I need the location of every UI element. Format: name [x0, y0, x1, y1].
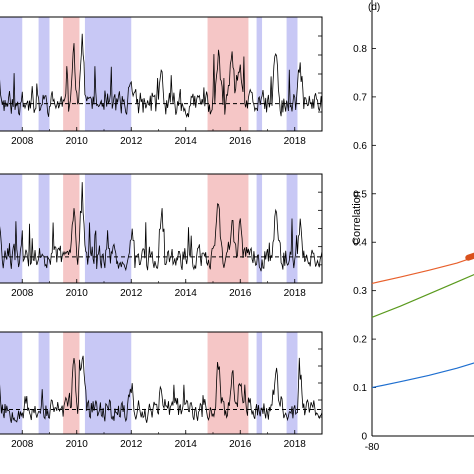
shaded-period-blue: [38, 332, 50, 434]
x-tick-label: 2014: [175, 439, 198, 450]
y-tick-label: 0.1: [353, 383, 367, 394]
y-tick-label: 0.5: [353, 189, 367, 200]
highlight-segment: [465, 252, 474, 261]
x-tick-label: 2012: [120, 288, 143, 299]
y-tick-label: 0.3: [353, 286, 367, 297]
time-series-panel-1: [0, 16, 323, 132]
shaded-period-blue: [38, 17, 50, 131]
shaded-period-red: [63, 332, 80, 434]
x-tick-label: 2010: [66, 288, 89, 299]
x-tick-label: 2008: [11, 136, 34, 147]
shaded-period-red: [63, 174, 80, 283]
time-series-line: [0, 355, 323, 423]
x-tick-label: 2010: [66, 439, 89, 450]
x-tick-label: 2016: [229, 136, 252, 147]
y-tick-label: 0.2: [353, 335, 367, 346]
y-tick-label: 0: [361, 432, 367, 443]
correlation-line: [371, 256, 474, 284]
correlation-panel: [371, 0, 474, 437]
shaded-period-blue: [256, 332, 263, 434]
x-tick-label: 2016: [229, 288, 252, 299]
x-tick-label: 2014: [175, 136, 198, 147]
shaded-period-blue: [286, 332, 298, 434]
x-tick-label: -80: [365, 442, 380, 453]
shaded-period-blue: [0, 332, 23, 434]
x-tick-label: 2018: [284, 136, 307, 147]
y-tick-label: 0.8: [353, 44, 367, 55]
x-tick-label: 2010: [66, 136, 89, 147]
panel-label: (d): [368, 2, 380, 13]
x-tick-label: 2012: [120, 136, 143, 147]
x-tick-label: 2014: [175, 288, 198, 299]
shaded-period-red: [63, 17, 80, 131]
shaded-period-blue: [38, 174, 50, 283]
time-series-panel-2: [0, 173, 323, 284]
y-tick-label: 0.7: [353, 92, 367, 103]
correlation-line: [371, 362, 474, 389]
time-series-line: [0, 182, 323, 272]
shaded-period-red: [207, 174, 249, 283]
shaded-period-blue: [256, 17, 263, 131]
x-tick-label: 2018: [284, 288, 307, 299]
y-tick-label: 0.6: [353, 141, 367, 152]
shaded-period-red: [207, 332, 249, 434]
y-axis-label: Correlation: [351, 191, 363, 245]
shaded-period-blue: [84, 332, 132, 434]
x-tick-label: 2012: [120, 439, 143, 450]
time-series-line: [0, 33, 323, 118]
time-series-panel-3: [0, 331, 323, 435]
x-tick-label: 2008: [11, 288, 34, 299]
correlation-line: [371, 273, 474, 318]
shaded-period-blue: [256, 174, 263, 283]
shaded-period-blue: [286, 17, 298, 131]
x-tick-label: 2018: [284, 439, 307, 450]
y-tick-label: 0.4: [353, 238, 367, 249]
shaded-period-blue: [84, 17, 132, 131]
x-tick-label: 2008: [11, 439, 34, 450]
shaded-period-blue: [84, 174, 132, 283]
x-tick-label: 2016: [229, 439, 252, 450]
